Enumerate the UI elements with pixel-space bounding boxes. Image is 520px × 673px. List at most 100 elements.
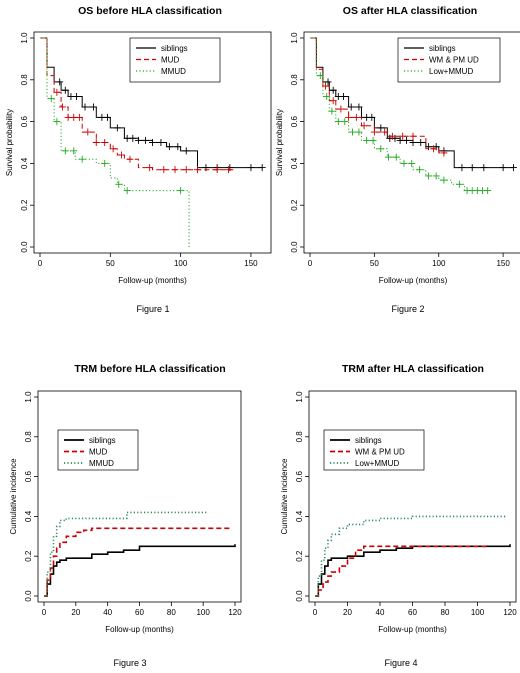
x-tick-label: 80 [441,608,450,617]
censor-mark [341,118,349,126]
legend-entry: siblings [89,436,116,445]
x-tick-label: 120 [228,608,242,617]
censor-mark [73,93,81,101]
censor-mark [368,113,376,121]
x-tick-label: 150 [496,259,510,268]
censor-mark [409,132,417,140]
censor-mark [115,180,123,188]
y-tick-label: 0.6 [290,115,299,127]
censor-mark [182,147,190,155]
chart-title: OS before HLA classification [78,5,222,17]
censor-mark [377,145,385,153]
censor-mark [61,86,69,94]
censor-mark [324,78,332,86]
censor-mark [174,143,182,151]
censor-mark [92,139,100,146]
censor-mark [129,134,137,142]
censor-mark [101,139,109,146]
chart-panel-1: OS before HLA classification 0.0 0.2 0.4 0.6… [5,5,272,314]
censor-mark [123,187,131,195]
series-line-low-mmud [315,515,507,597]
censor-mark [258,164,266,172]
legend-entry: siblings [161,44,188,53]
y-axis-label: Survival probability [275,109,284,176]
chart-panel-4: TRM after HLA classification 0.0 0.2 0.4 0.6… [280,363,517,668]
censor-mark [345,113,353,121]
censor-mark [403,136,411,144]
censor-mark [399,132,407,140]
censor-mark [400,159,408,167]
censor-mark [157,139,165,146]
legend-entry: MMUD [89,459,114,468]
censor-mark [408,159,416,167]
x-tick-label: 40 [103,608,112,617]
x-axis-label: Follow-up (months) [105,625,174,634]
censor-mark [101,159,109,167]
legend-entry: Low+MMUD [429,67,473,76]
y-tick-label: 0.0 [24,590,33,602]
censor-mark [47,95,55,103]
censor-mark [455,180,463,188]
censor-mark [509,164,517,172]
censor-mark [323,93,331,101]
chart-title: OS after HLA classification [343,5,477,17]
censor-mark [347,103,355,111]
y-tick-label: 0.0 [295,590,304,602]
censor-mark [499,164,507,172]
y-tick-label: 0.6 [20,115,29,127]
figure-caption: Figure 4 [384,658,417,668]
plot-frame [303,31,520,254]
censor-mark [468,164,476,172]
censor-mark [348,128,356,136]
legend-entry: Low+MMUD [355,459,399,468]
x-tick-label: 0 [42,608,47,617]
censor-mark [440,176,448,184]
censor-mark [126,155,134,163]
x-axis-label: Follow-up (months) [379,276,448,285]
series-line-wm-pm-ud [310,37,446,154]
legend-entry: WM & PM UD [355,448,405,457]
censor-mark [89,103,97,111]
censor-mark [84,128,92,136]
x-tick-label: 60 [135,608,144,617]
censor-mark [224,166,232,174]
censor-mark [424,172,432,180]
x-tick-label: 20 [71,608,80,617]
x-axis-label: Follow-up (months) [118,276,187,285]
y-tick-label: 0.2 [290,199,299,211]
x-tick-label: 100 [471,608,485,617]
x-tick-label: 80 [167,608,176,617]
censor-mark [247,164,255,172]
x-axis-label: Follow-up (months) [378,625,447,634]
y-tick-label: 1.0 [295,391,304,403]
censor-mark [363,136,371,144]
censor-mark [440,149,448,157]
y-tick-label: 0.4 [290,157,299,169]
plot-frame [33,31,272,254]
censor-mark [377,124,385,132]
censor-mark [53,118,61,126]
censor-mark [334,118,342,126]
y-axis-label: Cumulative incidence [9,458,18,535]
x-tick-label: 120 [503,608,517,617]
chart-title: TRM after HLA classification [342,363,484,375]
x-tick-label: 20 [343,608,352,617]
x-tick-label: 50 [370,259,379,268]
censor-mark [149,139,156,146]
censor-mark [415,166,423,174]
censor-mark [381,128,389,136]
censor-mark [396,136,404,144]
y-tick-label: 1.0 [20,32,29,44]
y-tick-label: 0.0 [290,241,299,253]
y-tick-label: 0.2 [20,199,29,211]
censor-mark [171,166,179,174]
y-tick-label: 0.8 [20,74,29,86]
chart-panel-3: TRM before HLA classification 0.0 0.2 0.4 0.… [9,363,242,668]
censor-mark [329,86,337,94]
chart-title: TRM before HLA classification [74,363,225,375]
legend-entry: MUD [89,448,107,457]
censor-mark [141,136,149,144]
censor-mark [194,166,201,174]
censor-mark [53,88,61,96]
